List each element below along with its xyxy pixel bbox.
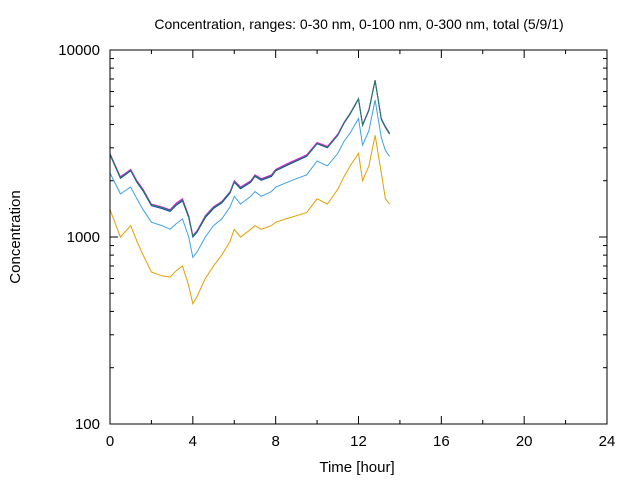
x-tick-label: 24 [599, 433, 616, 450]
x-tick-label: 12 [350, 433, 367, 450]
plot-frame [109, 49, 608, 425]
series-line-5 [109, 80, 391, 238]
tick-labels: 0 4 8 12 16 20 24 100 1000 10000 [58, 42, 615, 450]
x-axis-label: Time [hour] [319, 459, 394, 476]
chart-title: Concentration, ranges: 0-30 nm, 0-100 nm… [154, 16, 563, 32]
series-lines [109, 79, 391, 306]
x-tick-label: 0 [106, 433, 114, 450]
y-tick-label: 100 [75, 416, 100, 433]
y-tick-label: 10000 [58, 42, 100, 59]
y-axis-label: Concentration [7, 190, 24, 283]
series-line-3 [109, 79, 391, 237]
x-tick-label: 4 [189, 433, 197, 450]
series-line-4 [109, 80, 391, 239]
x-tick-label: 8 [271, 433, 279, 450]
series-line-2 [109, 99, 391, 259]
series-line-1 [109, 135, 390, 306]
x-tick-label: 16 [433, 433, 450, 450]
axis-ticks [109, 49, 608, 425]
x-tick-label: 20 [516, 433, 533, 450]
y-tick-label: 1000 [67, 229, 100, 246]
